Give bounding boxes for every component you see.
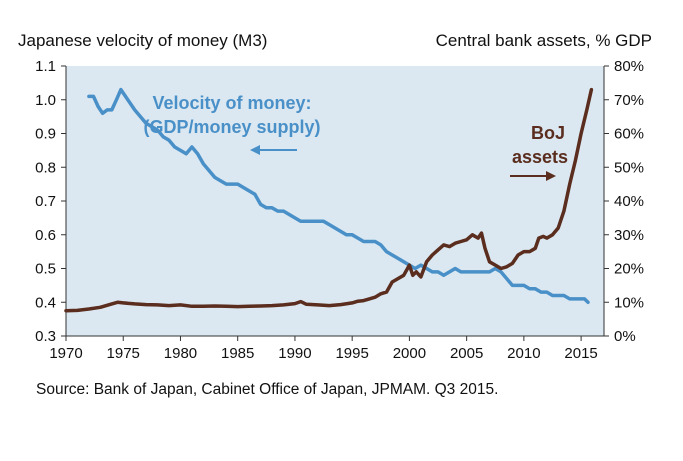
boj-annotation-line2: assets (512, 147, 568, 167)
y-right-tick-label: 50% (614, 159, 644, 176)
velocity-annotation-line2: (GDP/money supply) (143, 117, 320, 137)
boj-assets-series-line (64, 87, 594, 313)
x-tick-label: 1975 (107, 345, 140, 362)
y-left-tick-label: 0.8 (35, 159, 56, 176)
x-tick-label: 2005 (450, 345, 483, 362)
left-axis-title: Japanese velocity of money (M3) (18, 31, 267, 50)
y-left-tick-label: 0.6 (35, 227, 56, 244)
y-left-tick-label: 0.7 (35, 193, 56, 210)
y-left-tick-label: 1.0 (35, 92, 56, 109)
y-right-tick-label: 80% (614, 58, 644, 75)
right-axis-title: Central bank assets, % GDP (436, 31, 652, 50)
x-tick-label: 1995 (335, 345, 368, 362)
source-note: Source: Bank of Japan, Cabinet Office of… (36, 381, 498, 398)
y-left-tick-label: 0.3 (35, 328, 56, 345)
y-right-tick-label: 10% (614, 294, 644, 311)
y-left-tick-label: 0.9 (35, 126, 56, 143)
series-group (64, 87, 594, 313)
y-right-tick-label: 20% (614, 261, 644, 278)
y-right-tick-label: 70% (614, 92, 644, 109)
y-right-tick-label: 30% (614, 227, 644, 244)
x-tick-label: 1970 (49, 345, 82, 362)
x-tick-label: 1990 (278, 345, 311, 362)
x-tick-label: 2000 (393, 345, 426, 362)
right-arrow-icon (510, 171, 556, 181)
left-arrow-icon (250, 145, 297, 155)
x-tick-label: 2010 (507, 345, 540, 362)
y-left-tick-label: 0.5 (35, 261, 56, 278)
velocity-annotation-line1: Velocity of money: (152, 93, 311, 113)
boj-annotation-line1: BoJ (531, 123, 565, 143)
velocity-series-line (87, 87, 590, 305)
y-left-tick-label: 1.1 (35, 58, 56, 75)
x-tick-label: 1980 (164, 345, 197, 362)
axes: 1970 1975 1980 1985 1990 1995 2000 2005 2010 2015… (35, 58, 644, 362)
plot-area (66, 66, 604, 336)
y-right-tick-label: 40% (614, 193, 644, 210)
x-tick-label: 1985 (221, 345, 254, 362)
y-right-tick-label: 0% (614, 328, 636, 345)
y-left-tick-label: 0.4 (35, 294, 56, 311)
x-tick-label: 2015 (564, 345, 597, 362)
y-right-tick-label: 60% (614, 126, 644, 143)
